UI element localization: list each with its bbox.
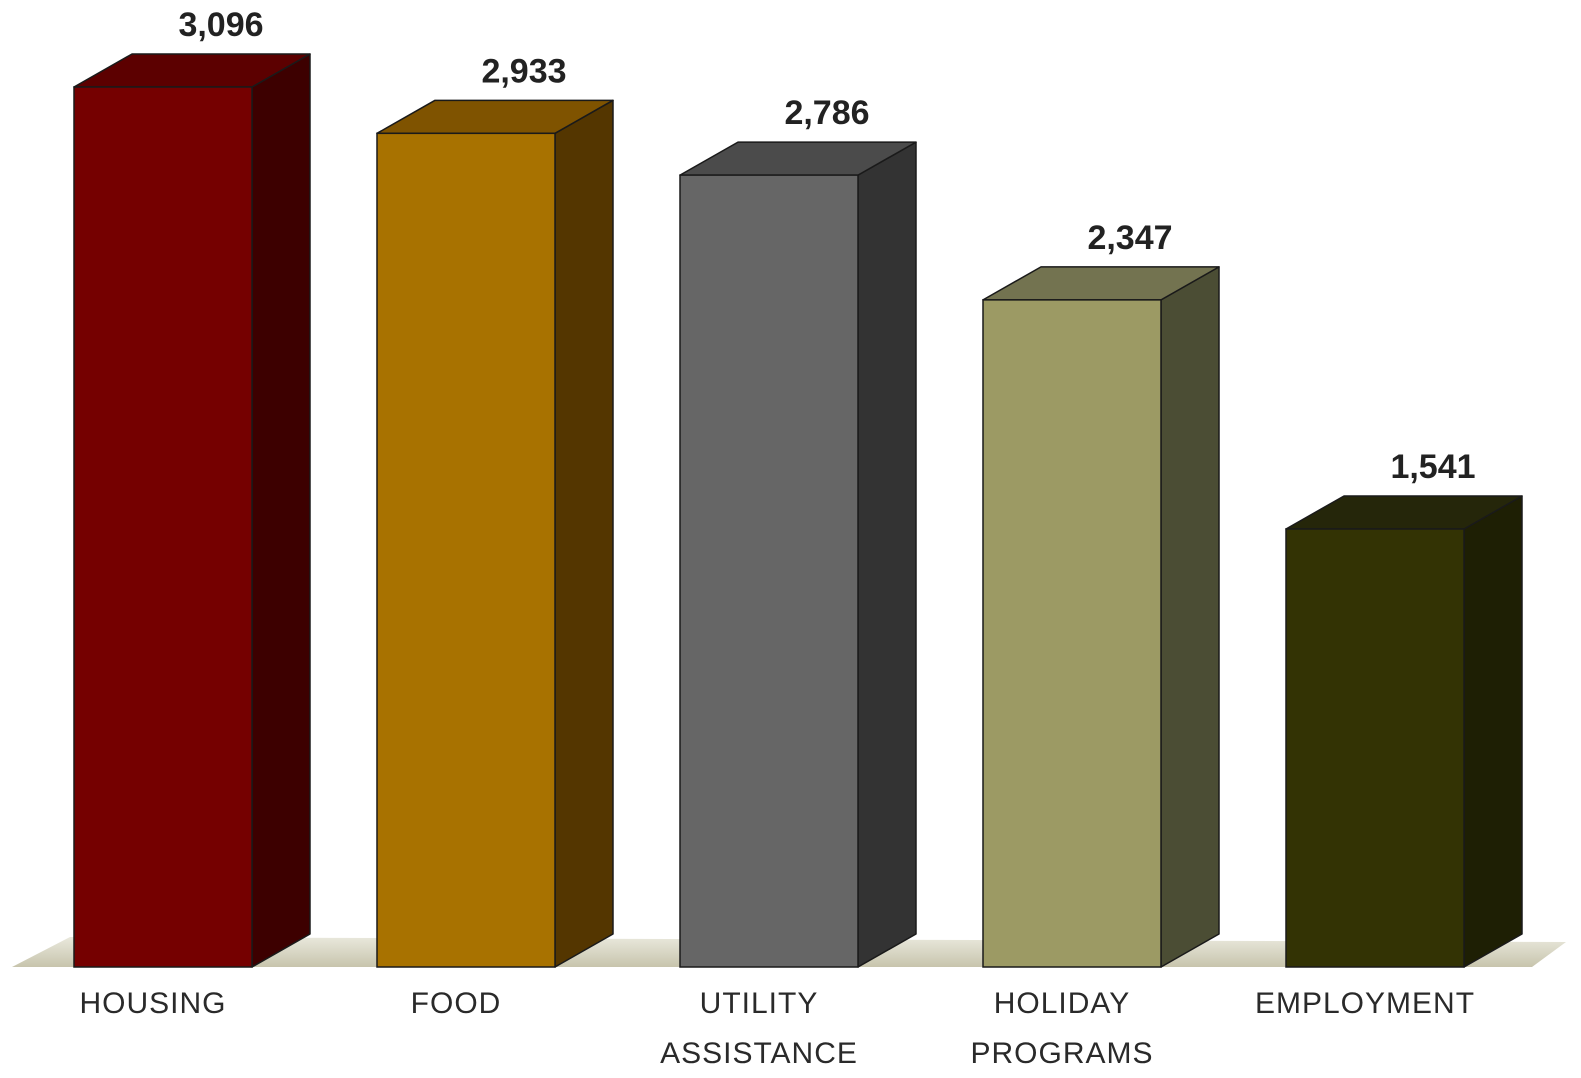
bars-group: [73, 53, 1523, 968]
bar-side-holiday-programs: [1160, 266, 1220, 968]
value-label-food: 2,933: [481, 52, 566, 90]
bar-front-holiday-programs: [982, 299, 1162, 968]
bar-front-food: [376, 132, 556, 968]
category-label-holiday-programs-line1: HOLIDAY: [994, 987, 1130, 1020]
category-label-utility-assistance-line2: ASSISTANCE: [660, 1037, 858, 1070]
value-label-holiday-programs: 2,347: [1087, 219, 1172, 257]
bar-front-employment: [1285, 528, 1465, 968]
bar-housing: [73, 53, 311, 968]
bar-employment: [1285, 495, 1523, 968]
category-label-housing: HOUSING: [79, 987, 226, 1020]
bar-utility-assistance: [679, 141, 917, 968]
value-label-employment: 1,541: [1390, 448, 1475, 486]
bar-side-employment: [1463, 495, 1523, 968]
bar-holiday-programs: [982, 266, 1220, 968]
category-label-holiday-programs-line2: PROGRAMS: [970, 1037, 1153, 1070]
bar-side-utility-assistance: [857, 141, 917, 968]
value-label-utility-assistance: 2,786: [784, 94, 869, 132]
category-label-food: FOOD: [411, 987, 502, 1020]
bar-food: [376, 99, 614, 968]
bar-front-utility-assistance: [679, 174, 859, 968]
bar-side-housing: [251, 53, 311, 968]
bar-front-housing: [73, 86, 253, 968]
bar-side-food: [554, 99, 614, 968]
value-label-housing: 3,096: [178, 6, 263, 44]
value-labels-group: 3,096 2,933 2,786 2,347 1,541: [178, 6, 1475, 486]
category-label-employment: EMPLOYMENT: [1255, 987, 1475, 1020]
category-labels-group: HOUSING FOOD UTILITY ASSISTANCE HOLIDAY PROGR…: [79, 987, 1475, 1070]
category-label-utility-assistance-line1: UTILITY: [700, 987, 819, 1020]
